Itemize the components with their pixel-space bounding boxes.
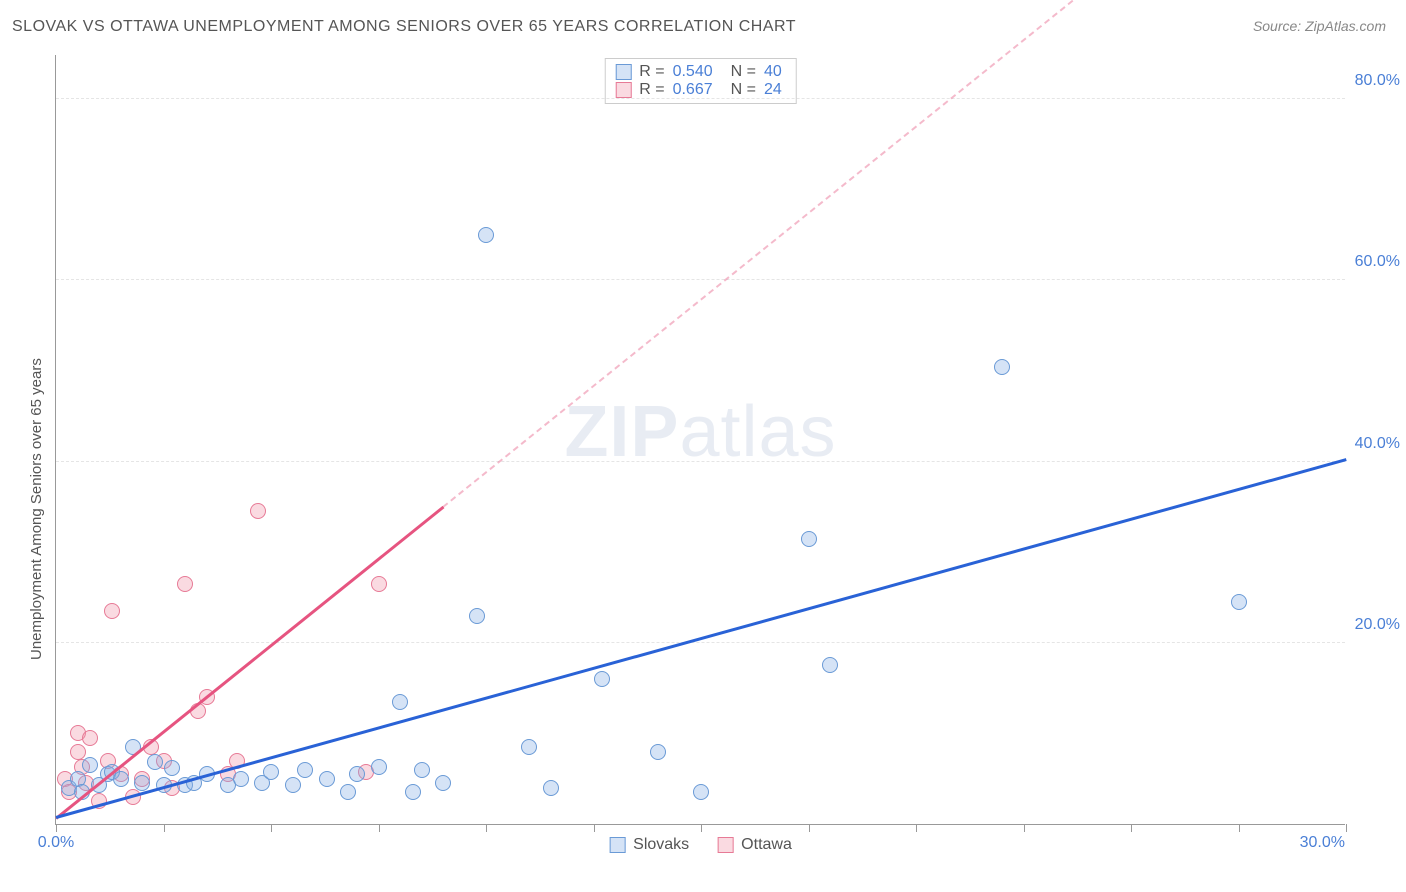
x-tick — [56, 824, 57, 832]
scatter-point-slovaks — [392, 694, 408, 710]
x-tick — [594, 824, 595, 832]
scatter-point-slovaks — [478, 227, 494, 243]
legend-row-slovaks: R = 0.540 N = 40 — [615, 63, 782, 81]
chart-container: SLOVAK VS OTTAWA UNEMPLOYMENT AMONG SENI… — [0, 0, 1406, 892]
source-name: ZipAtlas.com — [1305, 18, 1386, 34]
x-tick — [1024, 824, 1025, 832]
x-tick-label: 0.0% — [38, 834, 74, 852]
gridline — [56, 279, 1345, 280]
x-tick — [1239, 824, 1240, 832]
source-prefix: Source: — [1253, 18, 1305, 34]
source-attribution: Source: ZipAtlas.com — [1253, 18, 1386, 34]
scatter-point-ottawa — [82, 730, 98, 746]
legend-item-slovaks: Slovaks — [609, 836, 689, 854]
legend-n-ottawa: 24 — [764, 81, 782, 99]
legend-r-ottawa: 0.667 — [673, 81, 713, 99]
gridline — [56, 642, 1345, 643]
scatter-point-slovaks — [594, 671, 610, 687]
scatter-point-slovaks — [1231, 594, 1247, 610]
series-legend: Slovaks Ottawa — [609, 836, 792, 854]
scatter-point-slovaks — [263, 764, 279, 780]
scatter-point-slovaks — [297, 762, 313, 778]
chart-title: SLOVAK VS OTTAWA UNEMPLOYMENT AMONG SENI… — [12, 18, 796, 36]
scatter-point-slovaks — [319, 771, 335, 787]
scatter-point-slovaks — [801, 531, 817, 547]
watermark-atlas: atlas — [679, 391, 836, 471]
gridline — [56, 98, 1345, 99]
legend-label-ottawa: Ottawa — [741, 836, 792, 854]
legend-swatch-slovaks — [615, 64, 631, 80]
scatter-point-ottawa — [250, 503, 266, 519]
legend-n-label: N = — [731, 81, 756, 99]
scatter-point-slovaks — [435, 775, 451, 791]
scatter-point-slovaks — [650, 744, 666, 760]
correlation-legend: R = 0.540 N = 40 R = 0.667 N = 24 — [604, 58, 797, 104]
watermark-zip: ZIP — [564, 391, 679, 471]
scatter-point-slovaks — [469, 608, 485, 624]
scatter-point-ottawa — [177, 576, 193, 592]
scatter-point-slovaks — [349, 766, 365, 782]
x-tick — [164, 824, 165, 832]
x-tick — [486, 824, 487, 832]
scatter-point-slovaks — [414, 762, 430, 778]
scatter-point-ottawa — [104, 603, 120, 619]
scatter-point-slovaks — [82, 757, 98, 773]
x-tick — [1346, 824, 1347, 832]
legend-swatch-ottawa — [717, 837, 733, 853]
scatter-point-slovaks — [543, 780, 559, 796]
legend-swatch-ottawa — [615, 82, 631, 98]
x-tick-label: 30.0% — [1300, 834, 1345, 852]
scatter-point-slovaks — [233, 771, 249, 787]
scatter-point-slovaks — [405, 784, 421, 800]
x-tick — [1131, 824, 1132, 832]
y-tick-label: 60.0% — [1355, 253, 1400, 271]
x-tick — [701, 824, 702, 832]
trendline-ottawa-dashed — [442, 0, 1346, 508]
scatter-point-slovaks — [521, 739, 537, 755]
scatter-point-slovaks — [693, 784, 709, 800]
y-tick-label: 80.0% — [1355, 72, 1400, 90]
plot-area: ZIPatlas R = 0.540 N = 40 R = 0.667 N = … — [55, 55, 1345, 825]
scatter-point-slovaks — [340, 784, 356, 800]
gridline — [56, 461, 1345, 462]
scatter-point-slovaks — [134, 775, 150, 791]
scatter-point-slovaks — [285, 777, 301, 793]
y-axis-title: Unemployment Among Seniors over 65 years — [28, 358, 45, 660]
legend-n-slovaks: 40 — [764, 63, 782, 81]
x-tick — [271, 824, 272, 832]
trendline-ottawa — [55, 506, 444, 819]
scatter-point-ottawa — [371, 576, 387, 592]
legend-r-label: R = — [639, 63, 664, 81]
scatter-point-slovaks — [994, 359, 1010, 375]
trendline-slovaks — [56, 459, 1347, 820]
legend-r-slovaks: 0.540 — [673, 63, 713, 81]
legend-row-ottawa: R = 0.667 N = 24 — [615, 81, 782, 99]
scatter-point-slovaks — [371, 759, 387, 775]
scatter-point-slovaks — [147, 754, 163, 770]
x-tick — [809, 824, 810, 832]
y-tick-label: 20.0% — [1355, 616, 1400, 634]
legend-r-label: R = — [639, 81, 664, 99]
y-tick-label: 40.0% — [1355, 435, 1400, 453]
scatter-point-slovaks — [822, 657, 838, 673]
legend-swatch-slovaks — [609, 837, 625, 853]
legend-label-slovaks: Slovaks — [633, 836, 689, 854]
x-tick — [916, 824, 917, 832]
legend-item-ottawa: Ottawa — [717, 836, 792, 854]
scatter-point-slovaks — [164, 760, 180, 776]
legend-n-label: N = — [731, 63, 756, 81]
scatter-point-slovaks — [113, 771, 129, 787]
x-tick — [379, 824, 380, 832]
scatter-point-ottawa — [70, 744, 86, 760]
